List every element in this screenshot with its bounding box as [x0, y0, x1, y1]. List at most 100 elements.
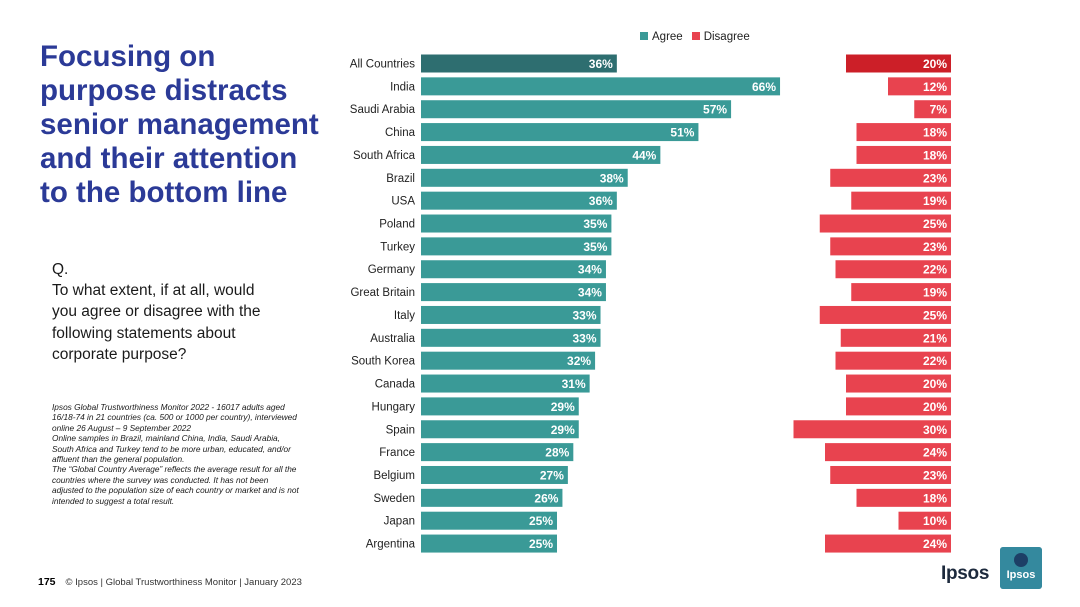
chart-legend: Agree Disagree [640, 31, 759, 43]
category-label: India [390, 81, 416, 93]
disagree-value-label: 25% [923, 217, 947, 231]
disagree-value-label: 18% [923, 126, 947, 140]
footnote-line: intended to suggest a total result. [52, 495, 175, 506]
disagree-value-label: 24% [923, 537, 947, 551]
question-line: To what extent, if at all, would [52, 282, 255, 300]
disagree-bar [851, 283, 951, 302]
disagree-value-label: 22% [923, 354, 947, 368]
disagree-bar [898, 511, 951, 530]
category-label: All Countries [350, 59, 415, 71]
agree-value-label: 26% [534, 491, 558, 505]
agree-value-label: 32% [567, 354, 591, 368]
agree-bar [421, 488, 563, 507]
agree-value-label: 36% [589, 194, 613, 208]
disagree-value-label: 25% [923, 308, 947, 322]
agree-value-label: 34% [578, 263, 602, 277]
agree-bar [421, 397, 579, 416]
agree-bar [421, 123, 699, 142]
agree-value-label: 29% [551, 423, 575, 437]
agree-value-label: 27% [540, 468, 564, 482]
disagree-bar [830, 237, 951, 256]
disagree-bar [793, 420, 951, 439]
category-label: Argentina [366, 539, 416, 551]
category-label: France [379, 447, 415, 459]
footnote-line: South Africa and Turkey tend to be more … [52, 443, 291, 454]
footnote-line: adjusted to the population size of each … [52, 485, 299, 496]
legend-swatch-agree [640, 32, 648, 40]
agree-bar [421, 168, 628, 187]
agree-bar [421, 305, 601, 324]
category-label: Great Britain [350, 287, 415, 299]
category-label: China [385, 127, 416, 139]
disagree-value-label: 30% [923, 423, 947, 437]
category-label: Australia [370, 333, 415, 345]
page-title: Focusing on purpose distracts senior man… [40, 40, 319, 209]
survey-question: Q. To what extent, if at all, would you … [52, 259, 292, 365]
disagree-value-label: 12% [923, 80, 947, 94]
category-label: Hungary [372, 401, 416, 413]
disagree-bar [825, 443, 951, 462]
logo-dot [1014, 553, 1028, 567]
disagree-bar [840, 328, 951, 347]
legend-item-agree: Agree [640, 31, 683, 43]
agree-value-label: 34% [578, 286, 602, 300]
disagree-value-label: 19% [923, 286, 947, 300]
category-label: Spain [386, 424, 415, 436]
disagree-value-label: 20% [923, 400, 947, 414]
legend-label: Agree [652, 31, 683, 43]
disagree-value-label: 19% [923, 194, 947, 208]
legend-swatch-disagree [691, 32, 700, 40]
agree-value-label: 44% [632, 148, 656, 162]
footnote-line: online 26 August – 9 September 2022 [52, 422, 191, 433]
disagree-bar [846, 374, 951, 393]
disagree-value-label: 24% [923, 446, 947, 460]
disagree-value-label: 23% [923, 171, 947, 185]
disagree-value-label: 18% [923, 148, 947, 162]
category-label: Turkey [380, 241, 415, 253]
footer-copyright: © Ipsos | Global Trustworthiness Monitor… [65, 577, 302, 588]
ipsos-logo-text: Ipsos [1006, 569, 1036, 581]
agree-bar [421, 191, 617, 210]
category-label: Canada [375, 379, 416, 391]
disagree-value-label: 23% [923, 240, 947, 254]
disagree-value-label: 22% [923, 263, 947, 277]
question-line: following statements about [52, 324, 236, 342]
category-label: Japan [384, 516, 415, 528]
disagree-bar [856, 145, 951, 164]
ipsos-wordmark: Ipsos [941, 563, 990, 584]
disagree-bar [835, 260, 951, 279]
agree-value-label: 51% [670, 126, 694, 140]
disagree-value-label: 23% [923, 468, 947, 482]
agree-bar [421, 77, 781, 96]
logo-tint [1000, 547, 1042, 589]
disagree-bar [819, 305, 951, 324]
disagree-bar [851, 191, 951, 210]
agree-bar [421, 283, 606, 302]
agree-value-label: 31% [562, 377, 586, 391]
disagree-bar [856, 488, 951, 507]
footnote-line: 16/18-74 in 21 countries (ca. 500 or 100… [52, 412, 297, 423]
category-label: Belgium [373, 470, 415, 482]
disagree-bar [830, 465, 951, 484]
disagree-value-label: 20% [923, 57, 947, 71]
agree-bar [421, 465, 568, 484]
agree-bar [421, 534, 557, 553]
category-label: Brazil [386, 173, 415, 185]
agree-bar [421, 214, 612, 233]
disagree-bar [819, 214, 951, 233]
question-line: corporate purpose? [52, 345, 187, 363]
disagree-value-label: 10% [923, 514, 947, 528]
legend-item-disagree: Disagree [691, 31, 750, 43]
footnote-line: Online samples in Brazil, mainland China… [52, 433, 280, 444]
disagree-bar [835, 351, 951, 370]
category-label: Sweden [373, 493, 415, 505]
disagree-bar [888, 77, 951, 96]
legend-label: Disagree [703, 31, 750, 43]
agree-value-label: 25% [529, 514, 553, 528]
agree-bar [421, 328, 601, 347]
disagree-bar [914, 100, 951, 119]
category-label: USA [391, 196, 415, 208]
agree-value-label: 66% [752, 80, 776, 94]
agree-bar [421, 100, 732, 119]
